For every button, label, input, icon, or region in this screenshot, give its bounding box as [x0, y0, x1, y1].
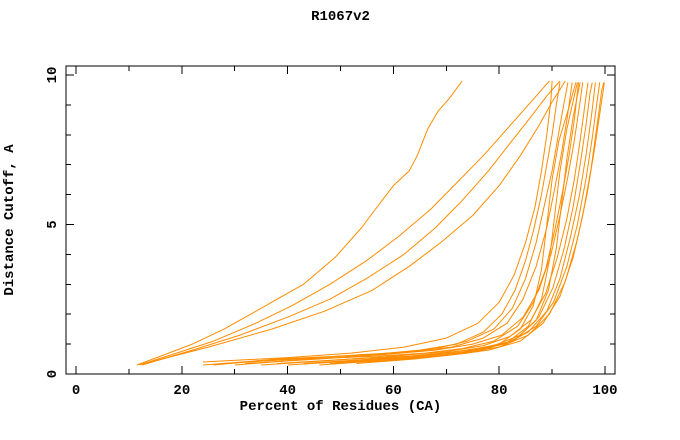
- y-tick-label: 0: [45, 370, 61, 378]
- model-curve: [144, 80, 566, 364]
- model-curve: [245, 82, 584, 364]
- x-tick-label: 0: [72, 383, 80, 399]
- chart-title: R1067v2: [311, 9, 370, 25]
- model-curve: [139, 80, 550, 366]
- model-curve: [340, 82, 577, 363]
- model-curve: [366, 82, 581, 363]
- model-curve: [224, 82, 573, 364]
- model-curve: [287, 82, 596, 366]
- y-axis-label: Distance Cutoff, A: [2, 144, 18, 296]
- x-tick-label: 100: [592, 383, 617, 399]
- model-curve: [276, 82, 593, 364]
- x-tick-label: 20: [173, 383, 190, 399]
- model-curve: [136, 80, 463, 366]
- y-tick-label: 10: [45, 67, 61, 84]
- x-axis-label: Percent of Residues (CA): [239, 399, 442, 415]
- x-tick-label: 80: [491, 383, 508, 399]
- model-curve: [303, 82, 601, 364]
- x-tick-label: 60: [385, 383, 402, 399]
- model-curve: [142, 80, 561, 366]
- model-curve: [202, 80, 553, 363]
- x-tick-label: 40: [279, 383, 296, 399]
- model-curve: [329, 82, 605, 364]
- model-curve: [234, 82, 579, 366]
- y-tick-label: 5: [45, 220, 61, 228]
- model-curve: [319, 82, 605, 366]
- model-curve: [213, 82, 569, 366]
